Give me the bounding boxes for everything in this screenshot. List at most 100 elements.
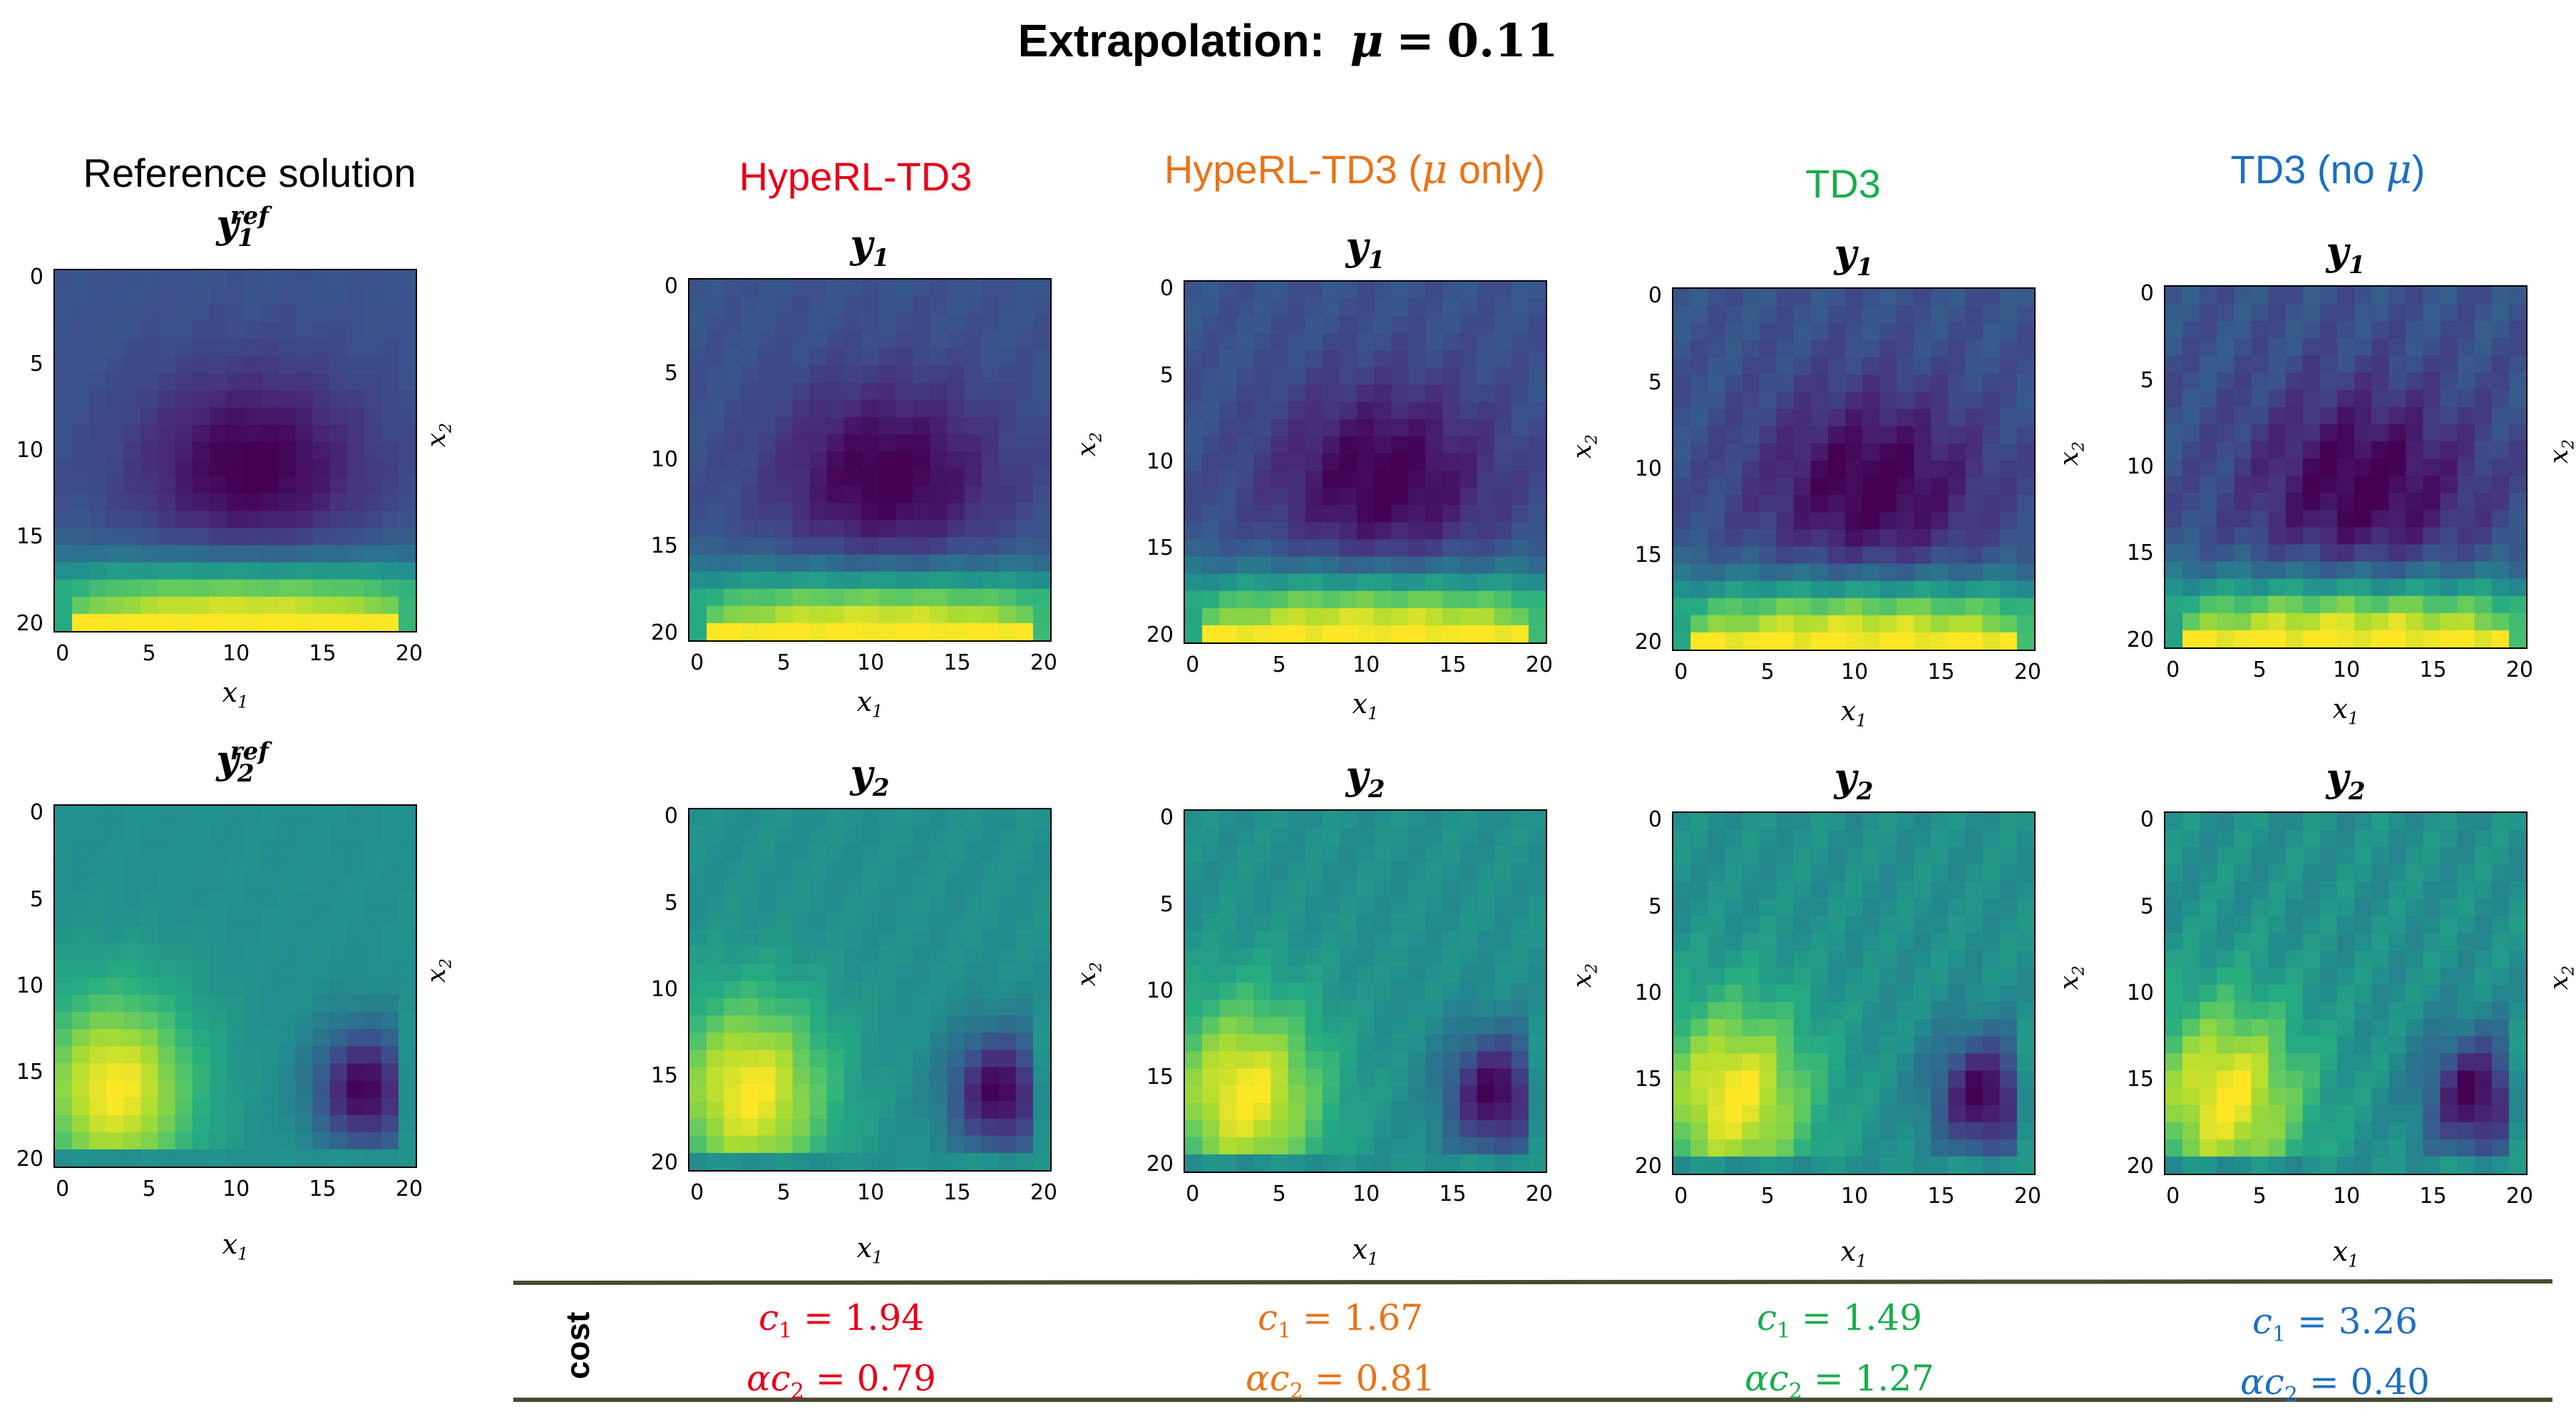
cost-c1-value: 3.26: [2338, 1301, 2418, 1342]
x-tick-ref-y2: 0: [56, 1177, 70, 1202]
cost-equals: =: [1303, 1358, 1356, 1399]
header-mu-only-post: only): [1447, 147, 1546, 192]
x1-label-hyperl-mu-y2: x1: [1294, 1234, 1437, 1269]
y-tick-td3-nomu-y1: 10: [2126, 454, 2154, 479]
y-tick-hyperl-mu-y1: 10: [1146, 449, 1174, 474]
axis-label-subscript: 2: [2070, 965, 2088, 975]
panel-title-td3-y1: y1: [1747, 230, 1961, 282]
x-tick-td3-nomu-y1: 5: [2252, 657, 2267, 682]
cost-c1-line: c1 = 1.94: [627, 1294, 1055, 1355]
cost-alpha-c-symbol: αc: [1745, 1358, 1789, 1399]
x-tick-td3-y1: 5: [1760, 660, 1775, 685]
cost-equals: =: [792, 1297, 845, 1338]
heatmap-td3-y1: [1672, 287, 2036, 651]
x-tick-hyperl-mu-y2: 0: [1186, 1182, 1200, 1207]
axis-label-symbol: x: [1352, 688, 1368, 719]
y-tick-td3-y1: 20: [1634, 629, 1662, 655]
axis-label-subscript: 1: [872, 701, 883, 722]
y-tick-td3-y1: 15: [1634, 543, 1662, 568]
cost-c1-subscript: 1: [2272, 1322, 2287, 1347]
cost-ac2-line: αc2 = 0.40: [2121, 1358, 2549, 1419]
axis-label-symbol: x: [2055, 975, 2085, 990]
y-tick-td3-nomu-y2: 0: [2140, 807, 2154, 833]
heatmap-hyperl-y1: [688, 278, 1052, 642]
panel-title-superscript: ref: [230, 737, 269, 766]
x-tick-ref-y1: 0: [56, 641, 70, 666]
cost-alpha-c-symbol: αc: [1246, 1358, 1290, 1399]
x-tick-hyperl-mu-y2: 15: [1439, 1182, 1467, 1207]
y-tick-hyperl-mu-y2: 20: [1146, 1151, 1174, 1177]
cost-ac2-value: 1.27: [1854, 1358, 1934, 1399]
axis-label-symbol: x: [2545, 449, 2575, 463]
cost-bottom-rule: [513, 1398, 2552, 1402]
panel-title-hyperl-mu-y1: y1: [1258, 223, 1472, 275]
x-tick-hyperl-y1: 10: [857, 650, 885, 675]
cost-equals: =: [1291, 1297, 1344, 1338]
heatmap-hyperl-y2: [688, 808, 1052, 1172]
heatmap-ref-y2: [53, 804, 417, 1168]
y-tick-hyperl-mu-y2: 15: [1146, 1065, 1174, 1090]
panel-title-subscript: 1: [1856, 252, 1874, 282]
x-tick-hyperl-mu-y1: 20: [1525, 652, 1554, 677]
axis-label-subscript: 1: [1856, 1251, 1867, 1271]
figure-title-text: Extrapolation:: [1017, 15, 1325, 66]
cost-ac2-line: αc2 = 0.81: [1127, 1355, 1554, 1415]
x-tick-hyperl-y2: 15: [943, 1180, 971, 1205]
x1-label-td3-nomu-y2: x1: [2274, 1236, 2417, 1271]
y-tick-td3-y1: 0: [1648, 283, 1662, 309]
y-tick-ref-y1: 10: [16, 438, 43, 463]
y-tick-hyperl-y2: 15: [650, 1063, 678, 1089]
y-tick-td3-y2: 15: [1634, 1067, 1662, 1092]
axis-label-subscript: 1: [872, 1247, 883, 1268]
y-tick-td3-nomu-y2: 10: [2126, 980, 2154, 1005]
y-tick-td3-nomu-y2: 15: [2126, 1067, 2154, 1092]
x-tick-td3-nomu-y2: 15: [2419, 1184, 2447, 1209]
x-tick-td3-y1: 20: [2013, 660, 2042, 685]
axis-label-subscript: 2: [1087, 431, 1106, 442]
y-tick-hyperl-y1: 10: [650, 447, 678, 472]
cost-c-symbol: c: [2252, 1301, 2272, 1342]
cost-equals: =: [2297, 1361, 2351, 1403]
cost-ac2-line: αc2 = 1.27: [1626, 1355, 2053, 1415]
panel-title-symbol: y: [1834, 230, 1857, 276]
y-tick-hyperl-y2: 20: [650, 1149, 678, 1175]
cost-equals: =: [2286, 1301, 2339, 1342]
y-tick-hyperl-mu-y1: 0: [1159, 276, 1174, 302]
figure-title: Extrapolation: μ = 0.11: [0, 14, 2576, 68]
axis-label-symbol: x: [2055, 451, 2085, 466]
cost-ac2-value: 0.79: [856, 1358, 936, 1399]
y-tick-td3-nomu-y1: 5: [2140, 367, 2154, 393]
panel-title-ref-y1: yref1: [128, 201, 342, 252]
x2-label-hyperl-y1: x2: [1072, 432, 1105, 456]
panel-title-subscript: 1: [1367, 245, 1385, 275]
cost-c2-subscript: 2: [790, 1379, 804, 1404]
panel-title-symbol: y: [2326, 754, 2349, 800]
y-tick-hyperl-mu-y2: 10: [1146, 978, 1174, 1003]
x-tick-hyperl-mu-y1: 0: [1186, 652, 1200, 677]
panel-title-subscript: 2: [2348, 777, 2366, 806]
mu-value: 0.11: [1447, 14, 1559, 68]
y-tick-hyperl-y2: 5: [664, 890, 678, 916]
axis-label-symbol: x: [1840, 1236, 1857, 1267]
y-tick-hyperl-y1: 20: [650, 620, 678, 645]
heatmap-td3-nomu-y1: [2164, 285, 2528, 649]
x-tick-ref-y1: 5: [142, 641, 156, 666]
y-tick-ref-y2: 20: [16, 1146, 43, 1172]
x-tick-td3-y2: 0: [1674, 1184, 1688, 1209]
header-no-mu-pre: TD3 (no: [2230, 147, 2386, 192]
cost-c1-value: 1.67: [1343, 1297, 1424, 1338]
x-tick-ref-y2: 10: [222, 1177, 250, 1202]
panel-title-subscript: 2: [1367, 774, 1385, 804]
axis-label-subscript: 1: [1367, 1249, 1379, 1269]
x-tick-hyperl-mu-y1: 10: [1353, 652, 1380, 677]
cost-label: cost: [559, 1311, 596, 1380]
x-tick-hyperl-mu-y2: 20: [1525, 1182, 1554, 1207]
x2-label-td3-y1: x2: [2055, 441, 2088, 466]
x2-label-ref-y1: x2: [422, 423, 455, 447]
y-tick-td3-nomu-y2: 20: [2126, 1153, 2154, 1179]
y-tick-hyperl-y1: 0: [664, 274, 678, 299]
axis-label-symbol: x: [856, 1232, 873, 1264]
panel-title-symbol: y: [216, 737, 239, 782]
x1-label-td3-y2: x1: [1782, 1236, 1925, 1271]
x1-label-hyperl-mu-y1: x1: [1294, 688, 1437, 724]
